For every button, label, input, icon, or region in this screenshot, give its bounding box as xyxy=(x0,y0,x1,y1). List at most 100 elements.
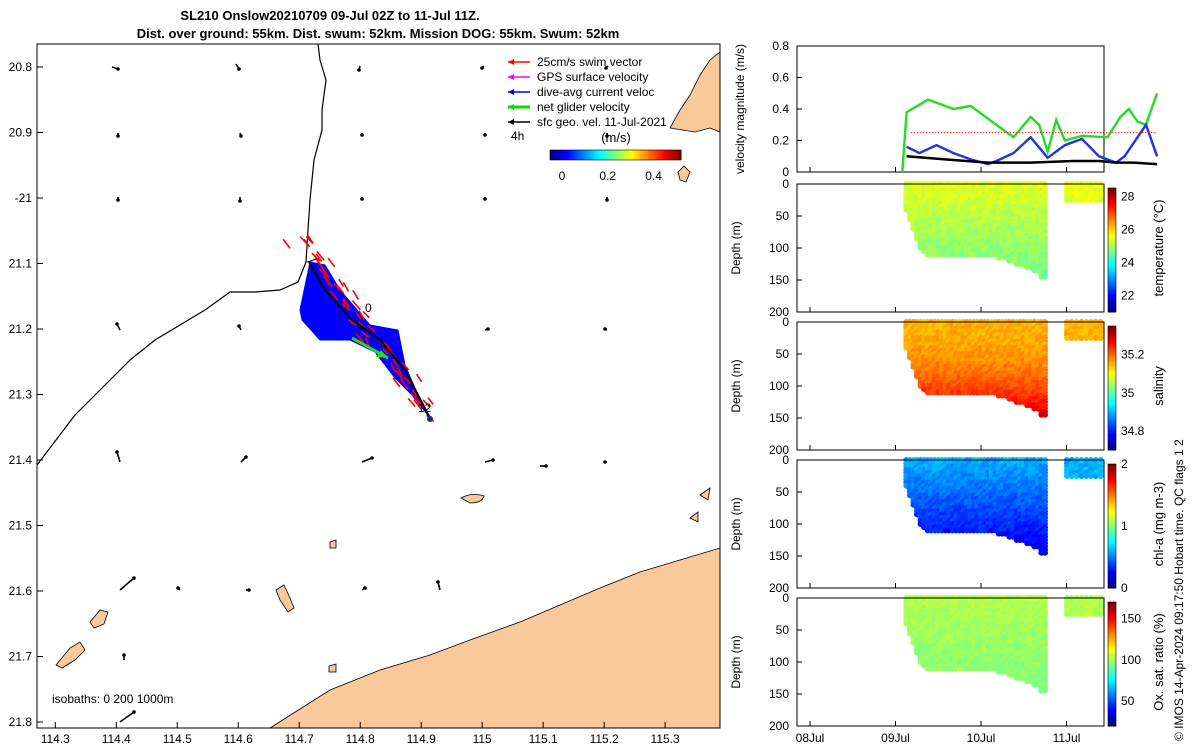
map-x-tick-label: 115.2 xyxy=(590,732,619,746)
surface-arrow-head xyxy=(115,322,119,326)
colorbar-cell xyxy=(552,150,555,160)
legend-label: net glider velocity xyxy=(537,100,630,114)
legend-swatch-head xyxy=(508,119,514,125)
section-colorbar-tick-label: 22 xyxy=(1121,288,1135,302)
swim-vector xyxy=(415,397,425,408)
section-colorbar-cell xyxy=(1108,244,1116,247)
section-colorbar-cell xyxy=(1108,228,1116,232)
colorbar-cell xyxy=(607,150,610,160)
colorbar-cell xyxy=(658,150,662,160)
swim-vector xyxy=(413,399,422,410)
colorbar-cell xyxy=(650,150,653,160)
section-data-point xyxy=(1097,335,1104,341)
swim-vector xyxy=(411,388,418,398)
islet xyxy=(329,539,337,549)
time-axis-label: 09Jul xyxy=(881,731,910,745)
surface-arrow-head xyxy=(363,586,367,590)
section-data-point xyxy=(1088,197,1094,203)
section-colorbar-cell xyxy=(1108,232,1116,235)
colorbar-cell xyxy=(572,150,576,160)
islet xyxy=(55,641,86,669)
legend-swatch-head xyxy=(508,104,514,110)
colorbar-cell xyxy=(615,150,619,160)
section-colorbar-cell xyxy=(1108,310,1116,313)
surface-arrow-head xyxy=(115,450,119,454)
surface-arrow-head xyxy=(238,199,242,203)
section-panel: 0 50 100 150 200 Depth (m) 22 24 26 28 temperature… xyxy=(729,177,1166,319)
section-colorbar-cell xyxy=(1108,238,1116,241)
section-panel: 0 50 100 150 200 Depth (m) 08Jul 09Jul 10Jul 11Ju… xyxy=(729,591,1166,745)
islet xyxy=(699,487,711,501)
section-colorbar-tick-label: 1 xyxy=(1121,519,1128,533)
section-y-tick-label: 200 xyxy=(769,719,789,733)
velocity-y-tick-label: 0.6 xyxy=(772,71,789,85)
swim-vector xyxy=(327,257,336,268)
section-colorbar-cell xyxy=(1108,265,1116,268)
surface-arrow-head xyxy=(116,198,120,202)
section-colorbar-cell xyxy=(1108,195,1116,199)
colorbar-cell xyxy=(621,150,625,160)
surface-arrow-head xyxy=(244,455,248,459)
section-colorbar-cell xyxy=(1108,275,1116,278)
section-y-tick-label: 0 xyxy=(782,315,789,329)
section-colorbar-cell xyxy=(1108,281,1116,284)
section-y-label: Depth (m) xyxy=(729,497,743,550)
colorbar-cell xyxy=(574,150,578,160)
map-y-tick-label: -21 xyxy=(15,191,33,205)
map-y-axis: 20.8 20.9 -21 21.1 21.2 21.3 21.4 21.5 21.6 21.7 2… xyxy=(9,60,43,729)
velocity-panel: 0 0.2 0.4 0.6 0.8 velocity magnitude (m/s) xyxy=(733,39,1159,179)
section-colorbar-cell xyxy=(1108,259,1116,263)
section-y-tick-label: 150 xyxy=(769,411,789,425)
swim-vector xyxy=(383,341,392,352)
legend-label: 25cm/s swim vector xyxy=(537,55,642,69)
legend-swatch-head xyxy=(508,74,514,80)
colorbar-frame xyxy=(549,149,682,161)
colorbar-cell xyxy=(601,150,604,160)
colorbar-cell xyxy=(678,150,682,160)
surface-arrow-head xyxy=(483,197,487,201)
figure-title-line2: Dist. over ground: 55km. Dist. swum: 52k… xyxy=(137,26,620,41)
colorbar-cell xyxy=(642,150,645,160)
section-data-point xyxy=(1042,687,1048,694)
surface-arrow-head xyxy=(603,460,607,464)
colorbar-cell xyxy=(652,150,655,160)
swim-vector xyxy=(341,303,351,311)
swim-vector xyxy=(415,373,423,383)
section-colorbar-cell xyxy=(1108,230,1116,234)
colorbar-cell xyxy=(654,150,657,160)
section-colorbar-cell xyxy=(1108,296,1116,299)
section-colorbar-cell xyxy=(1108,248,1116,251)
section-colorbar-cell xyxy=(1108,282,1116,286)
swim-vector xyxy=(351,300,361,311)
colorbar-cell xyxy=(640,150,643,160)
map-y-tick-label: 21.3 xyxy=(9,388,33,402)
section-colorbar-cell xyxy=(1108,284,1116,288)
colorbar-cell xyxy=(660,150,664,160)
glider-end-marker xyxy=(427,416,433,422)
colorbar-cell xyxy=(617,150,621,160)
section-colorbar-cell xyxy=(1108,209,1116,212)
velocity-y-tick-label: 0 xyxy=(782,165,789,179)
section-colorbar-cell xyxy=(1108,279,1116,282)
surface-arrow-head xyxy=(603,327,607,331)
map-y-tick-label: 20.8 xyxy=(9,60,33,74)
section-colorbar-cell xyxy=(1108,201,1116,204)
legend-label: sfc geo. vel. 11-Jul-2021 xyxy=(537,115,667,129)
section-colorbar-tick-label: 34.8 xyxy=(1121,424,1145,438)
section-colorbar-cell xyxy=(1108,602,1116,605)
surface-arrow-head xyxy=(605,198,609,202)
surface-arrow-head xyxy=(237,324,241,328)
section-colorbar-cell xyxy=(1108,197,1116,201)
surface-arrow-head xyxy=(176,586,180,590)
section-colorbar-tick-label: 35.2 xyxy=(1121,348,1145,362)
section-colorbar-cell xyxy=(1108,217,1116,220)
surface-arrow-head xyxy=(480,66,484,70)
swim-vector xyxy=(303,238,311,248)
colorbar-tick-label: 0.2 xyxy=(599,169,616,183)
section-data-point xyxy=(1042,411,1048,418)
colorbar-cell xyxy=(646,150,649,160)
colorbar-cell xyxy=(558,150,561,160)
swim-vector xyxy=(400,378,410,390)
